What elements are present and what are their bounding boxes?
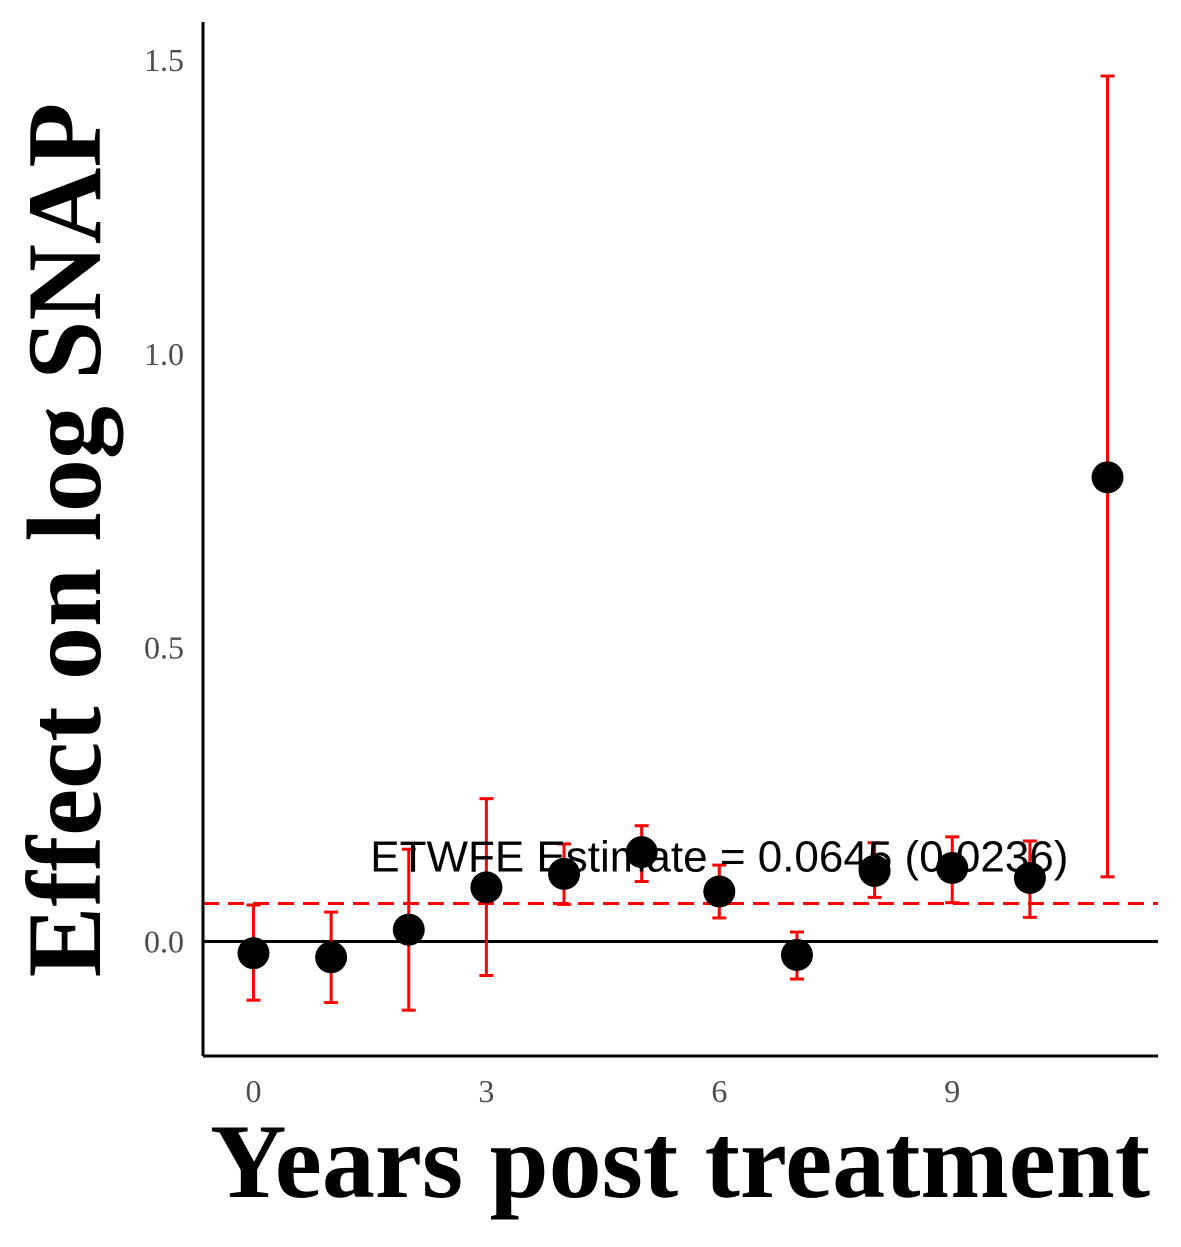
point-estimate (548, 857, 581, 890)
y-tick-label: 0.5 (144, 630, 184, 666)
x-axis-ticks: 0 3 6 9 (245, 1073, 960, 1109)
point-estimate (392, 913, 425, 946)
point-estimate (315, 941, 348, 974)
y-axis-ticks: 0.0 0.5 1.0 1.5 (144, 42, 184, 959)
x-tick-label: 3 (478, 1073, 494, 1109)
y-axis-title: Effect on log SNAP (6, 103, 123, 977)
etwfe-annotation: ETWFE Estimate = 0.0645 (0.0236) (370, 832, 1068, 881)
y-tick-label: 1.5 (144, 42, 184, 78)
point-estimate (858, 854, 891, 887)
x-tick-label: 6 (711, 1073, 727, 1109)
point-estimate (780, 938, 813, 971)
x-tick-label: 0 (245, 1073, 261, 1109)
point-estimate (1013, 861, 1046, 894)
point-estimate (703, 875, 736, 908)
point-estimate (625, 836, 658, 869)
y-tick-label: 0.0 (144, 923, 184, 959)
point-estimates (237, 461, 1124, 974)
x-axis-title: Years post treatment (210, 1103, 1150, 1220)
point-estimate (470, 871, 503, 904)
point-estimate (1091, 461, 1124, 494)
plot-panel: ETWFE Estimate = 0.0645 (0.0236) (203, 74, 1158, 1012)
point-estimate (237, 937, 270, 970)
point-estimate (936, 852, 969, 884)
y-tick-label: 1.0 (144, 336, 184, 372)
x-tick-label: 9 (944, 1073, 960, 1109)
